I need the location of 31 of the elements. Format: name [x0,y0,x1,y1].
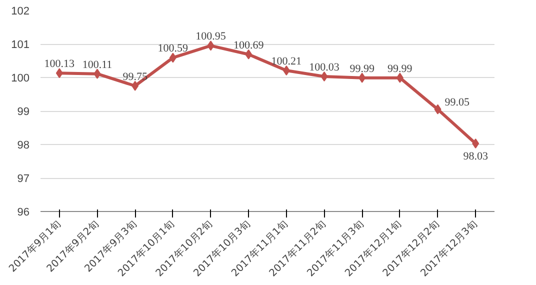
point [320,71,328,82]
data-label: 99.05 [444,96,470,108]
data-label: 100.03 [309,61,340,74]
data-label: 100.95 [196,30,226,43]
point [132,80,139,91]
data-label: 99.75 [122,70,148,83]
y-tick-label: 99 [17,106,30,118]
point [396,72,404,83]
y-tick-label: 96 [17,206,30,218]
point [207,40,214,51]
data-label: 100.21 [271,55,302,68]
point [245,49,252,60]
point [358,72,366,83]
y-tick-label: 101 [11,39,30,51]
point [94,68,101,79]
data-label: 99.99 [388,62,413,75]
data-label: 100.13 [44,58,76,70]
data-label: 100.59 [158,42,189,55]
y-tick-label: 102 [11,6,30,18]
point [169,52,176,63]
y-tick-label: 98 [17,140,30,152]
point [472,138,480,148]
point [56,68,63,78]
point [434,104,442,114]
y-tick-label: 100 [11,72,30,84]
y-tick-label: 97 [17,173,30,185]
data-label: 98.03 [463,150,488,162]
data-label: 100.11 [82,58,112,71]
point [282,65,290,76]
data-label: 99.99 [350,62,375,75]
data-label: 100.69 [233,39,264,52]
